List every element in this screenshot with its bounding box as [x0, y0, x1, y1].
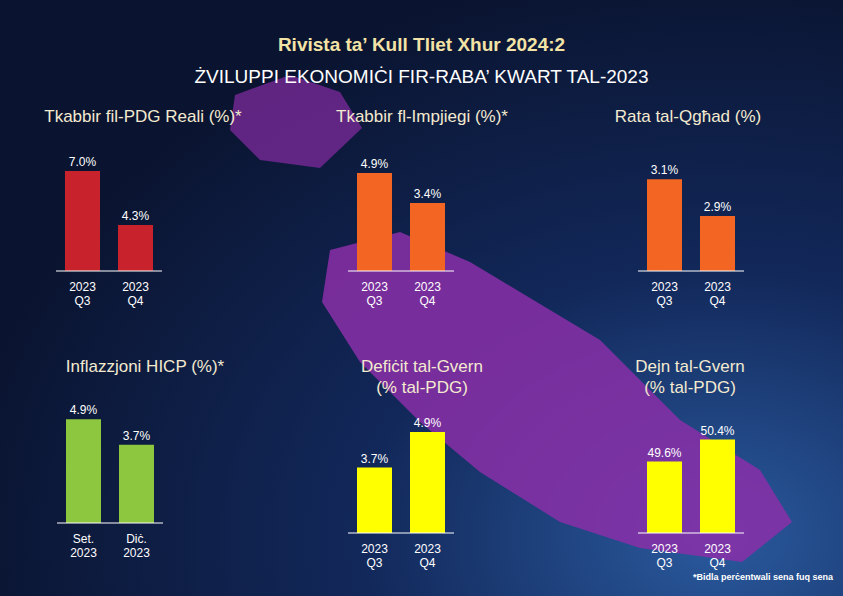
svg-text:7.0%: 7.0%: [69, 155, 97, 169]
svg-text:2023Q4: 2023Q4: [414, 542, 441, 570]
svg-text:50.4%: 50.4%: [700, 424, 734, 438]
svg-text:2023Q3: 2023Q3: [69, 280, 96, 308]
html-text:Defiċit tal-Gvern: Defiċit tal-Gvern: [361, 357, 483, 376]
svg-text:4.9%: 4.9%: [361, 157, 389, 171]
html-text:Tkabbir fil-PDG Reali (%)*: Tkabbir fil-PDG Reali (%)*: [44, 107, 242, 126]
svg-text:3.7%: 3.7%: [361, 452, 389, 466]
html-text:(% tal-PDG): (% tal-PDG): [376, 378, 468, 397]
svg-text:2023Q4: 2023Q4: [704, 542, 731, 570]
html-text:Dejn tal-Gvern: Dejn tal-Gvern: [635, 357, 745, 376]
html-text:Rivista ta’ Kull Tliet Xhur 20: Rivista ta’ Kull Tliet Xhur 2024:2: [277, 34, 566, 55]
svg-text:49.6%: 49.6%: [647, 446, 681, 460]
svg-text:2023Q4: 2023Q4: [414, 280, 441, 308]
svg-text:2023Q3: 2023Q3: [651, 280, 678, 308]
svg-text:Diċ.2023: Diċ.2023: [123, 532, 150, 560]
svg-text:3.4%: 3.4%: [414, 187, 442, 201]
svg-text:3.7%: 3.7%: [123, 429, 151, 443]
svg-text:3.1%: 3.1%: [651, 163, 679, 177]
svg-text:2023Q3: 2023Q3: [651, 542, 678, 570]
svg-text:4.3%: 4.3%: [122, 209, 150, 223]
html-text:Rata tal-Qgħad (%): Rata tal-Qgħad (%): [614, 107, 762, 126]
html-text:Tkabbir fl-Impjiegi (%)*: Tkabbir fl-Impjiegi (%)*: [336, 107, 508, 126]
svg-text:2023Q3: 2023Q3: [361, 542, 388, 570]
html-text:ŻVILUPPI EKONOMIĊI FIR-RABA’ K: ŻVILUPPI EKONOMIĊI FIR-RABA’ KWART TAL-2…: [194, 66, 649, 87]
html-text:Inflazzjoni HICP (%)*: Inflazzjoni HICP (%)*: [65, 357, 225, 376]
svg-text:2023Q4: 2023Q4: [704, 280, 731, 308]
svg-text:4.9%: 4.9%: [414, 416, 442, 430]
svg-text:2023Q3: 2023Q3: [361, 280, 388, 308]
svg-text:Set.2023: Set.2023: [70, 532, 97, 560]
svg-text:2023Q4: 2023Q4: [122, 280, 149, 308]
html-text:*Bidla perċentwali sena fuq se: *Bidla perċentwali sena fuq sena: [693, 572, 833, 582]
html-text:(% tal-PDG): (% tal-PDG): [644, 378, 736, 397]
svg-text:4.9%: 4.9%: [70, 403, 98, 417]
svg-text:2.9%: 2.9%: [704, 200, 732, 214]
